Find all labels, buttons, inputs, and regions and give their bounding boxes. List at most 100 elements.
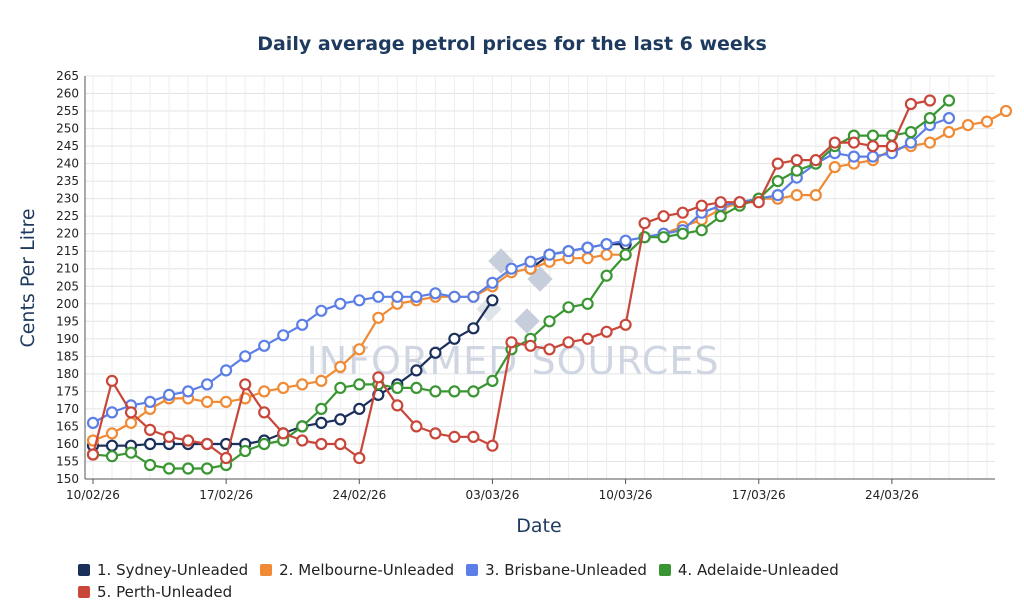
data-point-melbourne-unleaded[interactable] (600, 248, 613, 261)
data-point-adelaide-unleaded[interactable] (144, 458, 157, 472)
data-point-brisbane-unleaded[interactable] (296, 318, 309, 331)
data-point-perth-unleaded[interactable] (144, 423, 157, 436)
data-point-perth-unleaded[interactable] (885, 140, 899, 153)
data-point-perth-unleaded[interactable] (277, 427, 290, 440)
data-point-brisbane-unleaded[interactable] (239, 350, 252, 363)
data-point-adelaide-unleaded[interactable] (296, 420, 309, 433)
data-point-adelaide-unleaded[interactable] (581, 297, 594, 310)
data-point-perth-unleaded[interactable] (86, 448, 100, 461)
data-point-perth-unleaded[interactable] (163, 430, 176, 443)
data-point-sydney-unleaded[interactable] (467, 322, 480, 335)
data-point-melbourne-unleaded[interactable] (334, 360, 347, 373)
data-point-adelaide-unleaded[interactable] (562, 301, 575, 314)
data-point-adelaide-unleaded[interactable] (619, 248, 632, 261)
data-point-adelaide-unleaded[interactable] (334, 381, 347, 394)
legend-item-adelaide[interactable]: 4. Adelaide-Unleaded (658, 561, 839, 579)
data-point-brisbane-unleaded[interactable] (334, 297, 347, 310)
data-point-brisbane-unleaded[interactable] (448, 290, 461, 303)
data-point-perth-unleaded[interactable] (448, 430, 461, 443)
data-point-adelaide-unleaded[interactable] (429, 385, 442, 398)
data-point-perth-unleaded[interactable] (410, 420, 423, 433)
legend-item-brisbane[interactable]: 3. Brisbane-Unleaded (466, 561, 647, 579)
data-point-melbourne-unleaded[interactable] (296, 378, 309, 391)
data-point-melbourne-unleaded[interactable] (828, 161, 841, 174)
data-point-adelaide-unleaded[interactable] (448, 385, 461, 398)
data-point-melbourne-unleaded[interactable] (999, 104, 1013, 118)
data-point-brisbane-unleaded[interactable] (429, 287, 442, 300)
data-point-adelaide-unleaded[interactable] (163, 462, 176, 475)
data-point-perth-unleaded[interactable] (828, 136, 841, 149)
data-point-melbourne-unleaded[interactable] (277, 381, 290, 394)
data-point-brisbane-unleaded[interactable] (486, 276, 499, 289)
data-point-adelaide-unleaded[interactable] (904, 126, 918, 139)
data-point-perth-unleaded[interactable] (296, 434, 309, 447)
data-point-melbourne-unleaded[interactable] (942, 126, 956, 139)
data-point-adelaide-unleaded[interactable] (543, 315, 556, 328)
data-point-adelaide-unleaded[interactable] (714, 210, 727, 223)
data-point-perth-unleaded[interactable] (201, 437, 214, 451)
data-point-adelaide-unleaded[interactable] (258, 437, 271, 451)
data-point-sydney-unleaded[interactable] (144, 437, 157, 451)
data-point-perth-unleaded[interactable] (790, 154, 803, 167)
data-point-adelaide-unleaded[interactable] (657, 231, 670, 244)
data-point-perth-unleaded[interactable] (220, 451, 233, 465)
data-point-melbourne-unleaded[interactable] (353, 343, 366, 356)
data-point-melbourne-unleaded[interactable] (790, 189, 803, 202)
data-point-brisbane-unleaded[interactable] (771, 189, 784, 202)
data-point-adelaide-unleaded[interactable] (239, 444, 252, 458)
data-point-perth-unleaded[interactable] (315, 437, 328, 451)
data-point-brisbane-unleaded[interactable] (201, 378, 214, 391)
data-point-adelaide-unleaded[interactable] (790, 164, 803, 177)
data-point-perth-unleaded[interactable] (923, 94, 937, 107)
data-point-brisbane-unleaded[interactable] (372, 290, 385, 303)
data-point-melbourne-unleaded[interactable] (923, 136, 937, 149)
data-point-adelaide-unleaded[interactable] (923, 111, 937, 125)
data-point-sydney-unleaded[interactable] (353, 402, 366, 415)
data-point-perth-unleaded[interactable] (714, 196, 727, 209)
data-point-adelaide-unleaded[interactable] (942, 94, 956, 107)
data-point-perth-unleaded[interactable] (334, 437, 347, 451)
data-point-sydney-unleaded[interactable] (448, 332, 461, 345)
data-point-adelaide-unleaded[interactable] (866, 129, 880, 142)
data-point-adelaide-unleaded[interactable] (676, 227, 689, 240)
data-point-brisbane-unleaded[interactable] (410, 290, 423, 303)
data-point-adelaide-unleaded[interactable] (600, 269, 613, 282)
data-point-adelaide-unleaded[interactable] (391, 381, 404, 394)
data-point-perth-unleaded[interactable] (391, 399, 404, 412)
legend-item-perth[interactable]: 5. Perth-Unleaded (78, 583, 232, 601)
data-point-brisbane-unleaded[interactable] (543, 248, 556, 261)
data-point-adelaide-unleaded[interactable] (410, 381, 423, 394)
data-point-melbourne-unleaded[interactable] (105, 427, 119, 440)
data-point-perth-unleaded[interactable] (676, 206, 689, 219)
data-point-perth-unleaded[interactable] (771, 157, 784, 170)
data-point-perth-unleaded[interactable] (524, 339, 537, 352)
data-point-brisbane-unleaded[interactable] (277, 329, 290, 342)
data-point-brisbane-unleaded[interactable] (163, 388, 176, 401)
data-point-perth-unleaded[interactable] (429, 427, 442, 440)
data-point-perth-unleaded[interactable] (638, 217, 651, 230)
data-point-melbourne-unleaded[interactable] (372, 311, 385, 324)
data-point-brisbane-unleaded[interactable] (315, 304, 328, 317)
data-point-brisbane-unleaded[interactable] (600, 238, 613, 251)
data-point-perth-unleaded[interactable] (239, 378, 252, 391)
data-point-melbourne-unleaded[interactable] (315, 374, 328, 387)
data-point-adelaide-unleaded[interactable] (353, 378, 366, 391)
data-point-melbourne-unleaded[interactable] (220, 395, 233, 408)
legend-item-sydney[interactable]: 1. Sydney-Unleaded (78, 561, 248, 579)
data-point-brisbane-unleaded[interactable] (467, 290, 480, 303)
data-point-perth-unleaded[interactable] (866, 140, 880, 153)
data-point-brisbane-unleaded[interactable] (353, 294, 366, 307)
data-point-brisbane-unleaded[interactable] (562, 245, 575, 258)
data-point-brisbane-unleaded[interactable] (904, 136, 918, 149)
data-point-brisbane-unleaded[interactable] (105, 406, 119, 419)
data-point-perth-unleaded[interactable] (258, 406, 271, 419)
data-point-perth-unleaded[interactable] (600, 325, 613, 338)
legend-item-melbourne[interactable]: 2. Melbourne-Unleaded (260, 561, 454, 579)
data-point-perth-unleaded[interactable] (182, 434, 195, 447)
data-point-sydney-unleaded[interactable] (105, 439, 119, 452)
data-point-sydney-unleaded[interactable] (315, 416, 328, 429)
data-point-brisbane-unleaded[interactable] (220, 364, 233, 377)
data-point-perth-unleaded[interactable] (353, 451, 366, 465)
data-point-adelaide-unleaded[interactable] (695, 224, 708, 237)
data-point-brisbane-unleaded[interactable] (942, 111, 956, 125)
